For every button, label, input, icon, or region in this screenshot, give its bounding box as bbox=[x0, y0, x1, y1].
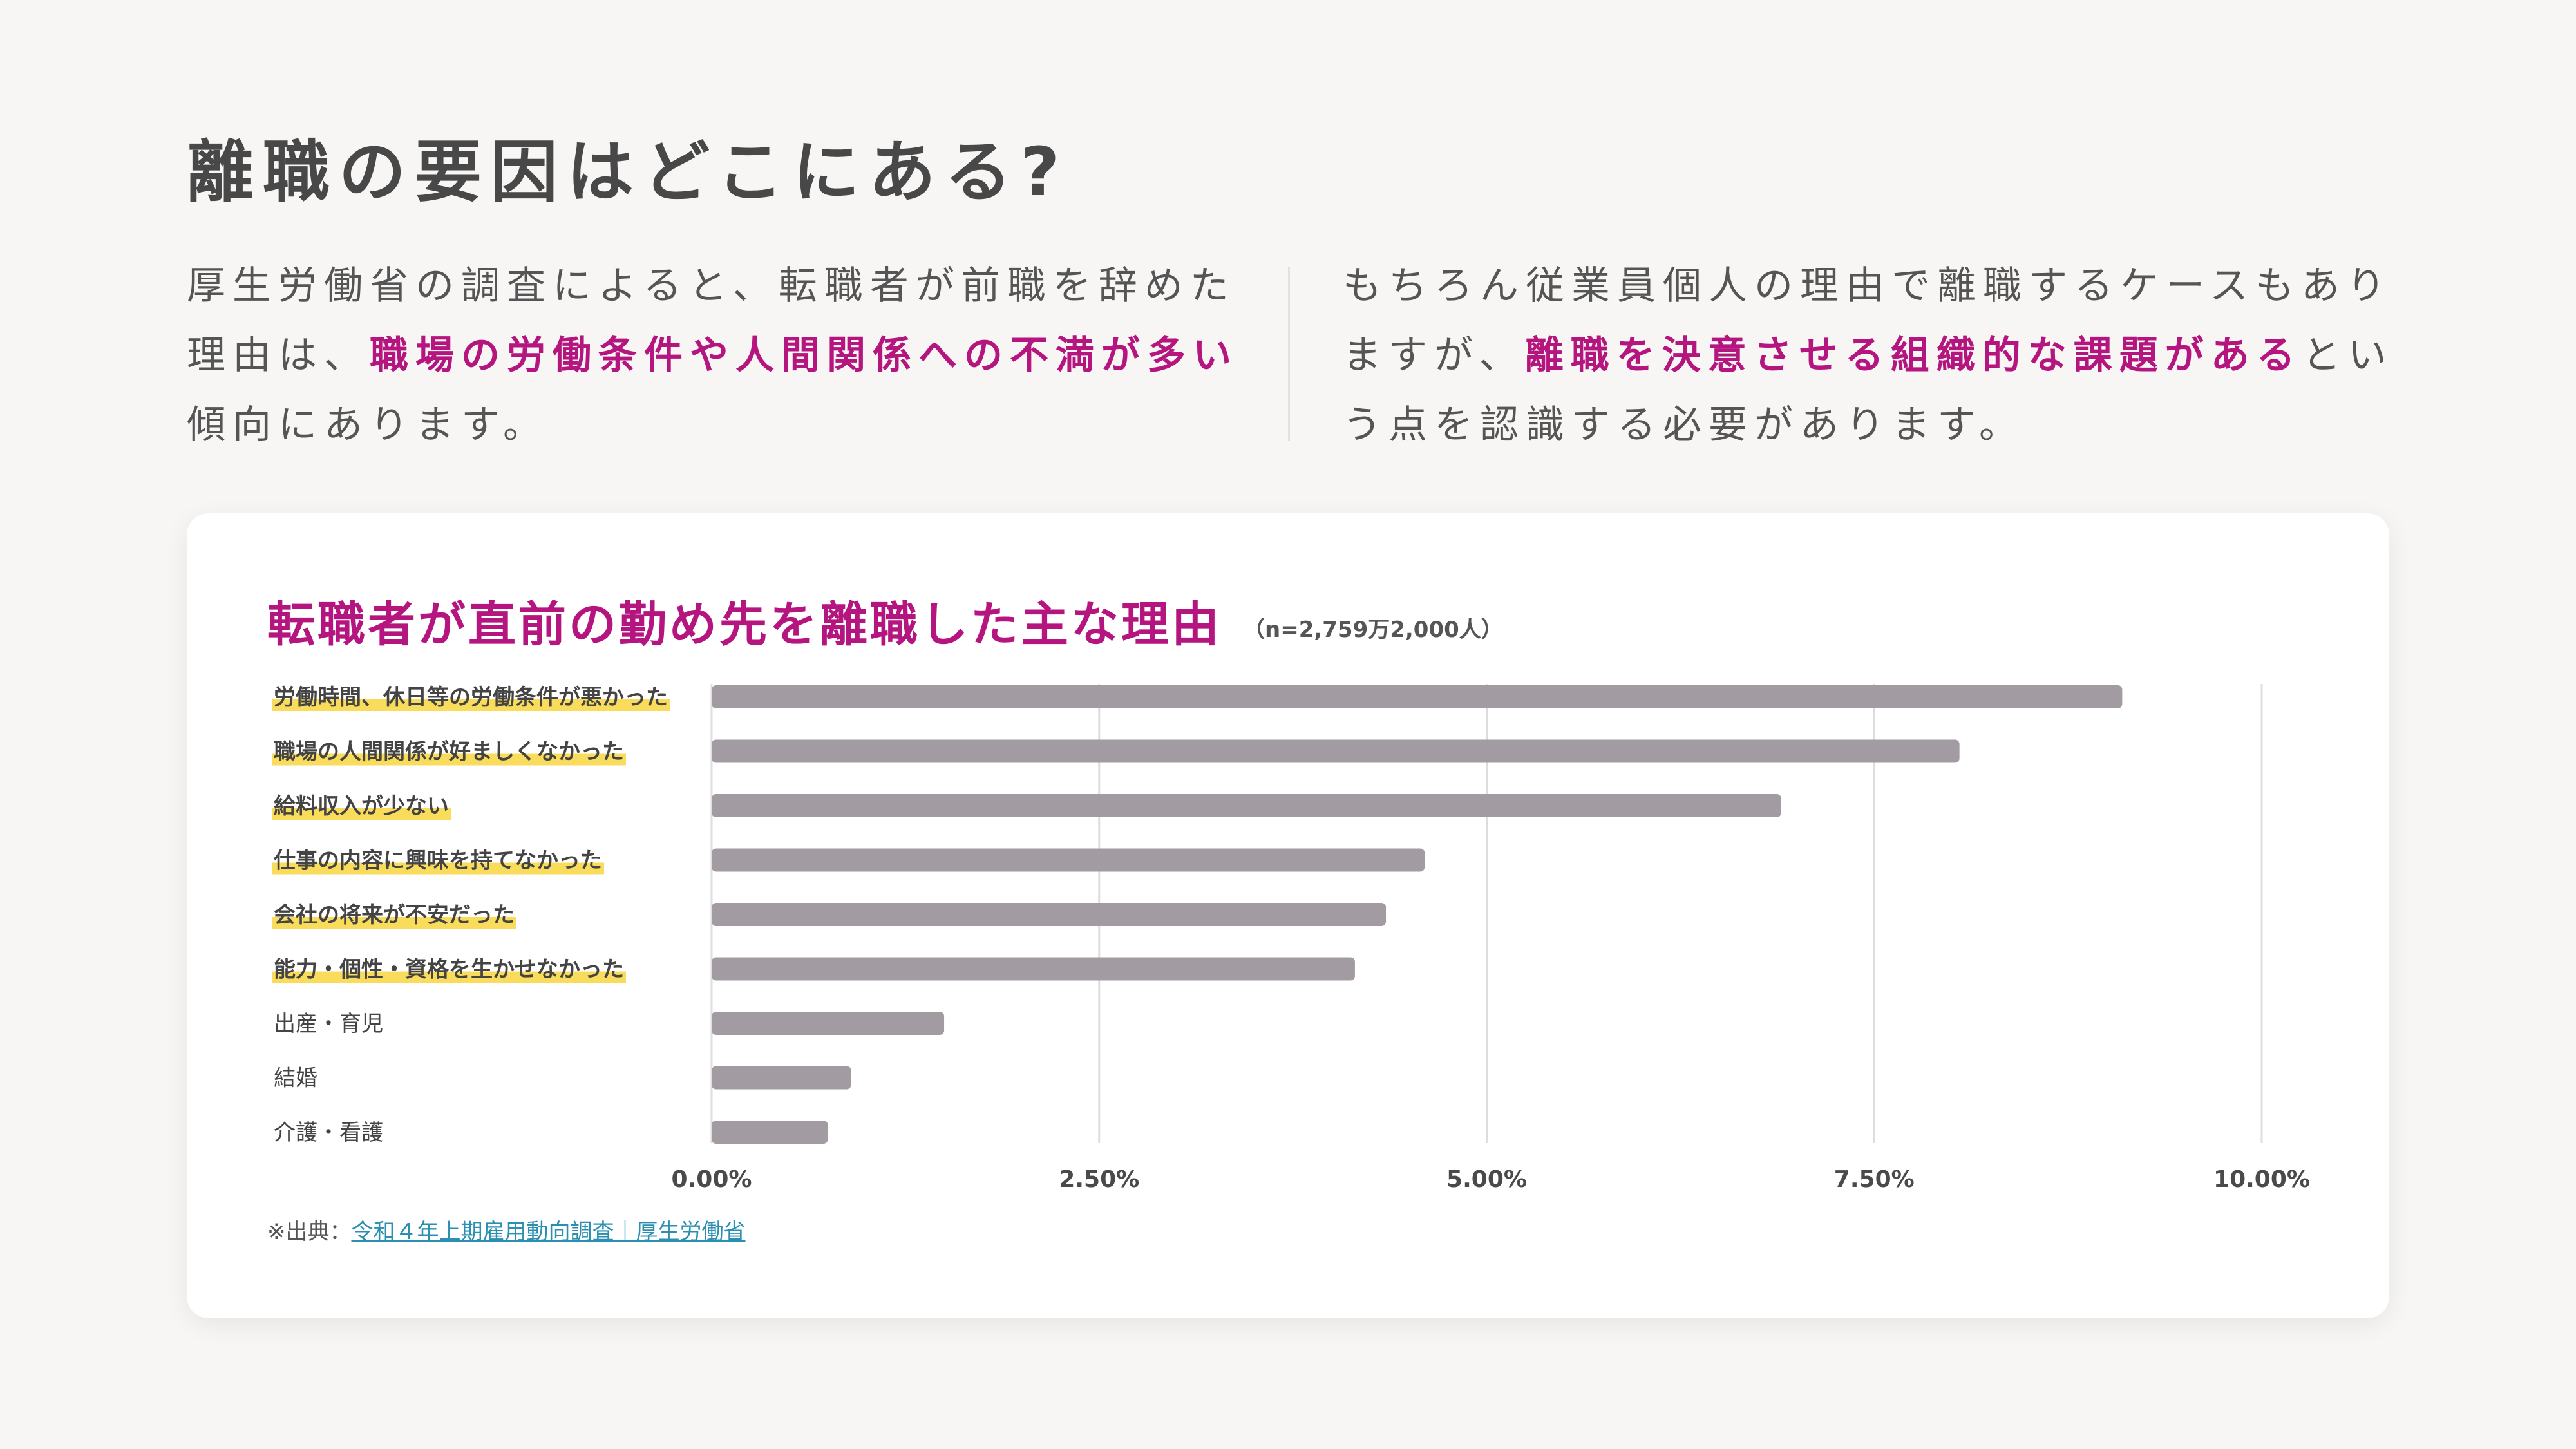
chart-title: 転職者が直前の勤め先を離職した主な理由 bbox=[267, 597, 1222, 652]
bar bbox=[712, 848, 1425, 872]
intro-right-text-end: という点を認識する必要があります。 bbox=[1343, 333, 2394, 448]
category-label: 介護・看護 bbox=[274, 1120, 383, 1146]
category-label-highlight bbox=[272, 917, 516, 929]
page-title: 離職の要因はどこにある? bbox=[187, 133, 1069, 211]
category-label: 労働時間、休日等の労働条件が悪かった bbox=[274, 685, 668, 710]
category-label: 給料収入が少ない bbox=[274, 793, 449, 819]
x-tick-label: 5.00% bbox=[1446, 1166, 1527, 1193]
category-label: 仕事の内容に興味を持てなかった bbox=[274, 848, 602, 874]
intro-left-text: 厚生労働省の調査によると、転職者が前職を辞めた理由は、 bbox=[187, 263, 1236, 378]
bar bbox=[712, 685, 2123, 708]
category-label-highlight bbox=[272, 699, 670, 711]
category-label: 会社の将来が不安だった bbox=[274, 902, 515, 928]
bar bbox=[712, 957, 1355, 981]
bar bbox=[712, 1012, 945, 1035]
bar bbox=[712, 1066, 851, 1090]
intro-left-text-end: 傾向にあります。 bbox=[187, 402, 549, 448]
intro-left-highlight: 職場の労働条件や人間関係への不満が多い bbox=[370, 333, 1238, 378]
intro-divider bbox=[1288, 267, 1290, 441]
category-label-highlight bbox=[272, 753, 626, 766]
source-note: ※出典：令和４年上期雇用動向調査｜厚生労働省 bbox=[267, 1214, 746, 1245]
intro-left: 厚生労働省の調査によると、転職者が前職を辞めた理由は、職場の労働条件や人間関係へ… bbox=[187, 251, 1243, 460]
x-tick-label: 2.50% bbox=[1059, 1166, 1139, 1193]
category-label: 結婚 bbox=[274, 1066, 317, 1092]
source-link[interactable]: 令和４年上期雇用動向調査｜厚生労働省 bbox=[351, 1219, 746, 1245]
x-tick-label: 0.00% bbox=[672, 1166, 752, 1193]
chart-sample-note: （n=2,759万2,000人） bbox=[1243, 617, 1503, 643]
bar bbox=[712, 903, 1387, 926]
category-label-highlight bbox=[272, 862, 604, 875]
x-tick-label: 7.50% bbox=[1834, 1166, 1915, 1193]
category-label-highlight bbox=[272, 808, 451, 820]
category-label: 職場の人間関係が好ましくなかった bbox=[274, 739, 624, 765]
intro-right-highlight: 離職を決意させる組織的な課題がある bbox=[1524, 333, 2302, 378]
category-label-highlight bbox=[272, 971, 626, 983]
category-label: 能力・個性・資格を生かせなかった bbox=[274, 957, 624, 983]
x-tick-label: 10.00% bbox=[2213, 1166, 2310, 1193]
intro-right: もちろん従業員個人の理由で離職するケースもありますが、離職を決意させる組織的な課… bbox=[1343, 251, 2399, 460]
category-label: 出産・育児 bbox=[274, 1011, 383, 1037]
bar bbox=[712, 739, 1960, 763]
bar bbox=[712, 1121, 828, 1144]
source-prefix: ※出典： bbox=[267, 1219, 352, 1245]
intro-right-text: もちろん従業員個人の理由で離職するケースもありますが、 bbox=[1343, 263, 2392, 378]
bar bbox=[712, 794, 1781, 817]
